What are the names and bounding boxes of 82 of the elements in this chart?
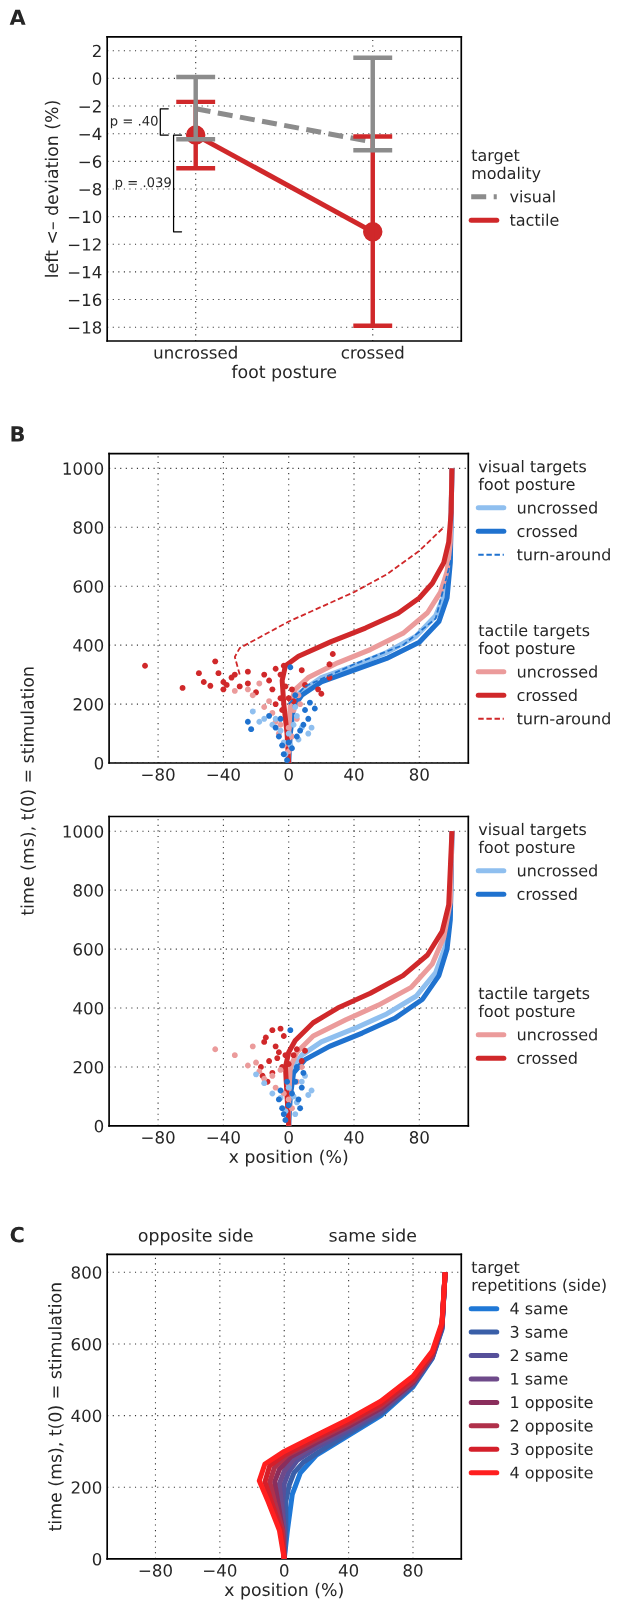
y-tick-label: 0	[94, 756, 104, 770]
y-tick-label: 200	[73, 698, 104, 711]
annotation: p = .40	[110, 115, 158, 129]
y-tick-label: 400	[73, 639, 104, 652]
legend-title: target modality	[471, 149, 541, 183]
x-tick-label: 40	[338, 1564, 359, 1577]
legend-label: crossed	[517, 688, 577, 702]
y-tick-label: 800	[71, 1266, 102, 1279]
legend-label: 1 opposite	[511, 1395, 593, 1412]
y-tick-label: 0	[92, 72, 102, 85]
legend-label: crossed	[517, 887, 577, 901]
chart-title: B	[11, 426, 24, 442]
text: tactile targets foot posture	[478, 623, 590, 658]
y-tick-label: −14	[68, 266, 102, 279]
legend-label: uncrossed	[517, 501, 597, 514]
text: opposite side	[138, 1228, 253, 1246]
legend-label: tactile	[509, 213, 559, 226]
y-tick-label: 200	[71, 1481, 102, 1494]
y-tick-label: −8	[79, 182, 102, 196]
legend-label: 4 opposite	[510, 1466, 593, 1482]
x-tick-label: 40	[344, 768, 364, 781]
x-tick-label: 80	[409, 1131, 429, 1144]
legend-label: 2 opposite	[510, 1419, 593, 1435]
y-tick-label: 600	[71, 1337, 102, 1351]
y-tick-label: −10	[68, 210, 102, 224]
legend-label: uncrossed	[517, 665, 597, 678]
y-tick-label: 0	[94, 1119, 104, 1133]
x-tick-label: 0	[284, 1131, 293, 1144]
legend-label: 2 same	[510, 1349, 568, 1362]
x-tick-label: −80	[139, 1564, 172, 1577]
legend-label: 1 same	[511, 1372, 568, 1385]
chart-title: A	[9, 9, 26, 25]
y-tick-label: 600	[73, 580, 104, 593]
legend-label: turn-around	[517, 548, 610, 561]
y-tick-label: −4	[79, 127, 102, 141]
x-axis-title: x position (%)	[224, 1582, 343, 1600]
y-axis-title: left <– deviation (%)	[44, 101, 61, 277]
y-tick-label: 200	[73, 1060, 104, 1074]
y-tick-label: 0	[92, 1552, 102, 1566]
chart-title: C	[10, 1226, 24, 1243]
y-axis-title: time (ms), t(0) = stimulation	[20, 667, 36, 916]
x-tick-label: −40	[207, 768, 240, 781]
legend-label: 3 same	[510, 1325, 568, 1338]
x-tick-label: 80	[403, 1564, 423, 1577]
x-tick-label: 0	[284, 768, 293, 781]
y-tick-label: 600	[73, 943, 104, 956]
y-tick-label: −6	[79, 155, 102, 168]
legend-label: 4 same	[510, 1302, 568, 1315]
legend-label: uncrossed	[517, 864, 597, 877]
annotation: p = .039	[115, 177, 171, 190]
x-tick-label: −40	[204, 1564, 237, 1577]
legend-label: visual	[510, 190, 555, 203]
legend-label: uncrossed	[517, 1028, 597, 1041]
y-tick-label: −12	[68, 238, 101, 251]
legend-label: crossed	[517, 524, 577, 538]
y-tick-label: 800	[73, 884, 104, 897]
x-tick-label: −80	[142, 768, 175, 781]
y-tick-label: 800	[73, 521, 104, 534]
legend-title: visual targets foot posture	[478, 459, 587, 494]
text: tactile targets foot posture	[478, 986, 590, 1021]
text: same side	[329, 1228, 417, 1242]
x-tick-label: 40	[344, 1131, 364, 1144]
legend-label: 3 opposite	[510, 1442, 593, 1459]
y-tick-label: −16	[68, 293, 102, 307]
y-tick-label: −2	[79, 100, 101, 113]
x-axis-title: x position (%)	[229, 1149, 348, 1167]
y-axis-title: time (ms), t(0) = stimulation	[48, 1283, 64, 1531]
legend-title: visual targets foot posture	[478, 822, 587, 857]
legend-label: crossed	[517, 1051, 577, 1064]
x-axis-title: foot posture	[231, 364, 337, 382]
y-tick-label: 400	[73, 1001, 104, 1015]
x-tick-label: −40	[207, 1131, 240, 1144]
legend-label: turn-around	[517, 712, 610, 725]
x-tick-label: 0	[280, 1564, 289, 1577]
y-tick-label: 2	[92, 44, 101, 58]
x-tick-label: 80	[409, 768, 429, 781]
y-tick-label: 1000	[63, 462, 104, 475]
x-tick-label: −80	[142, 1131, 175, 1144]
y-tick-label: 400	[71, 1409, 102, 1423]
y-tick-label: −18	[68, 321, 102, 334]
y-tick-label: 1000	[63, 825, 104, 838]
legend-title: target repetitions (side)	[471, 1261, 606, 1295]
